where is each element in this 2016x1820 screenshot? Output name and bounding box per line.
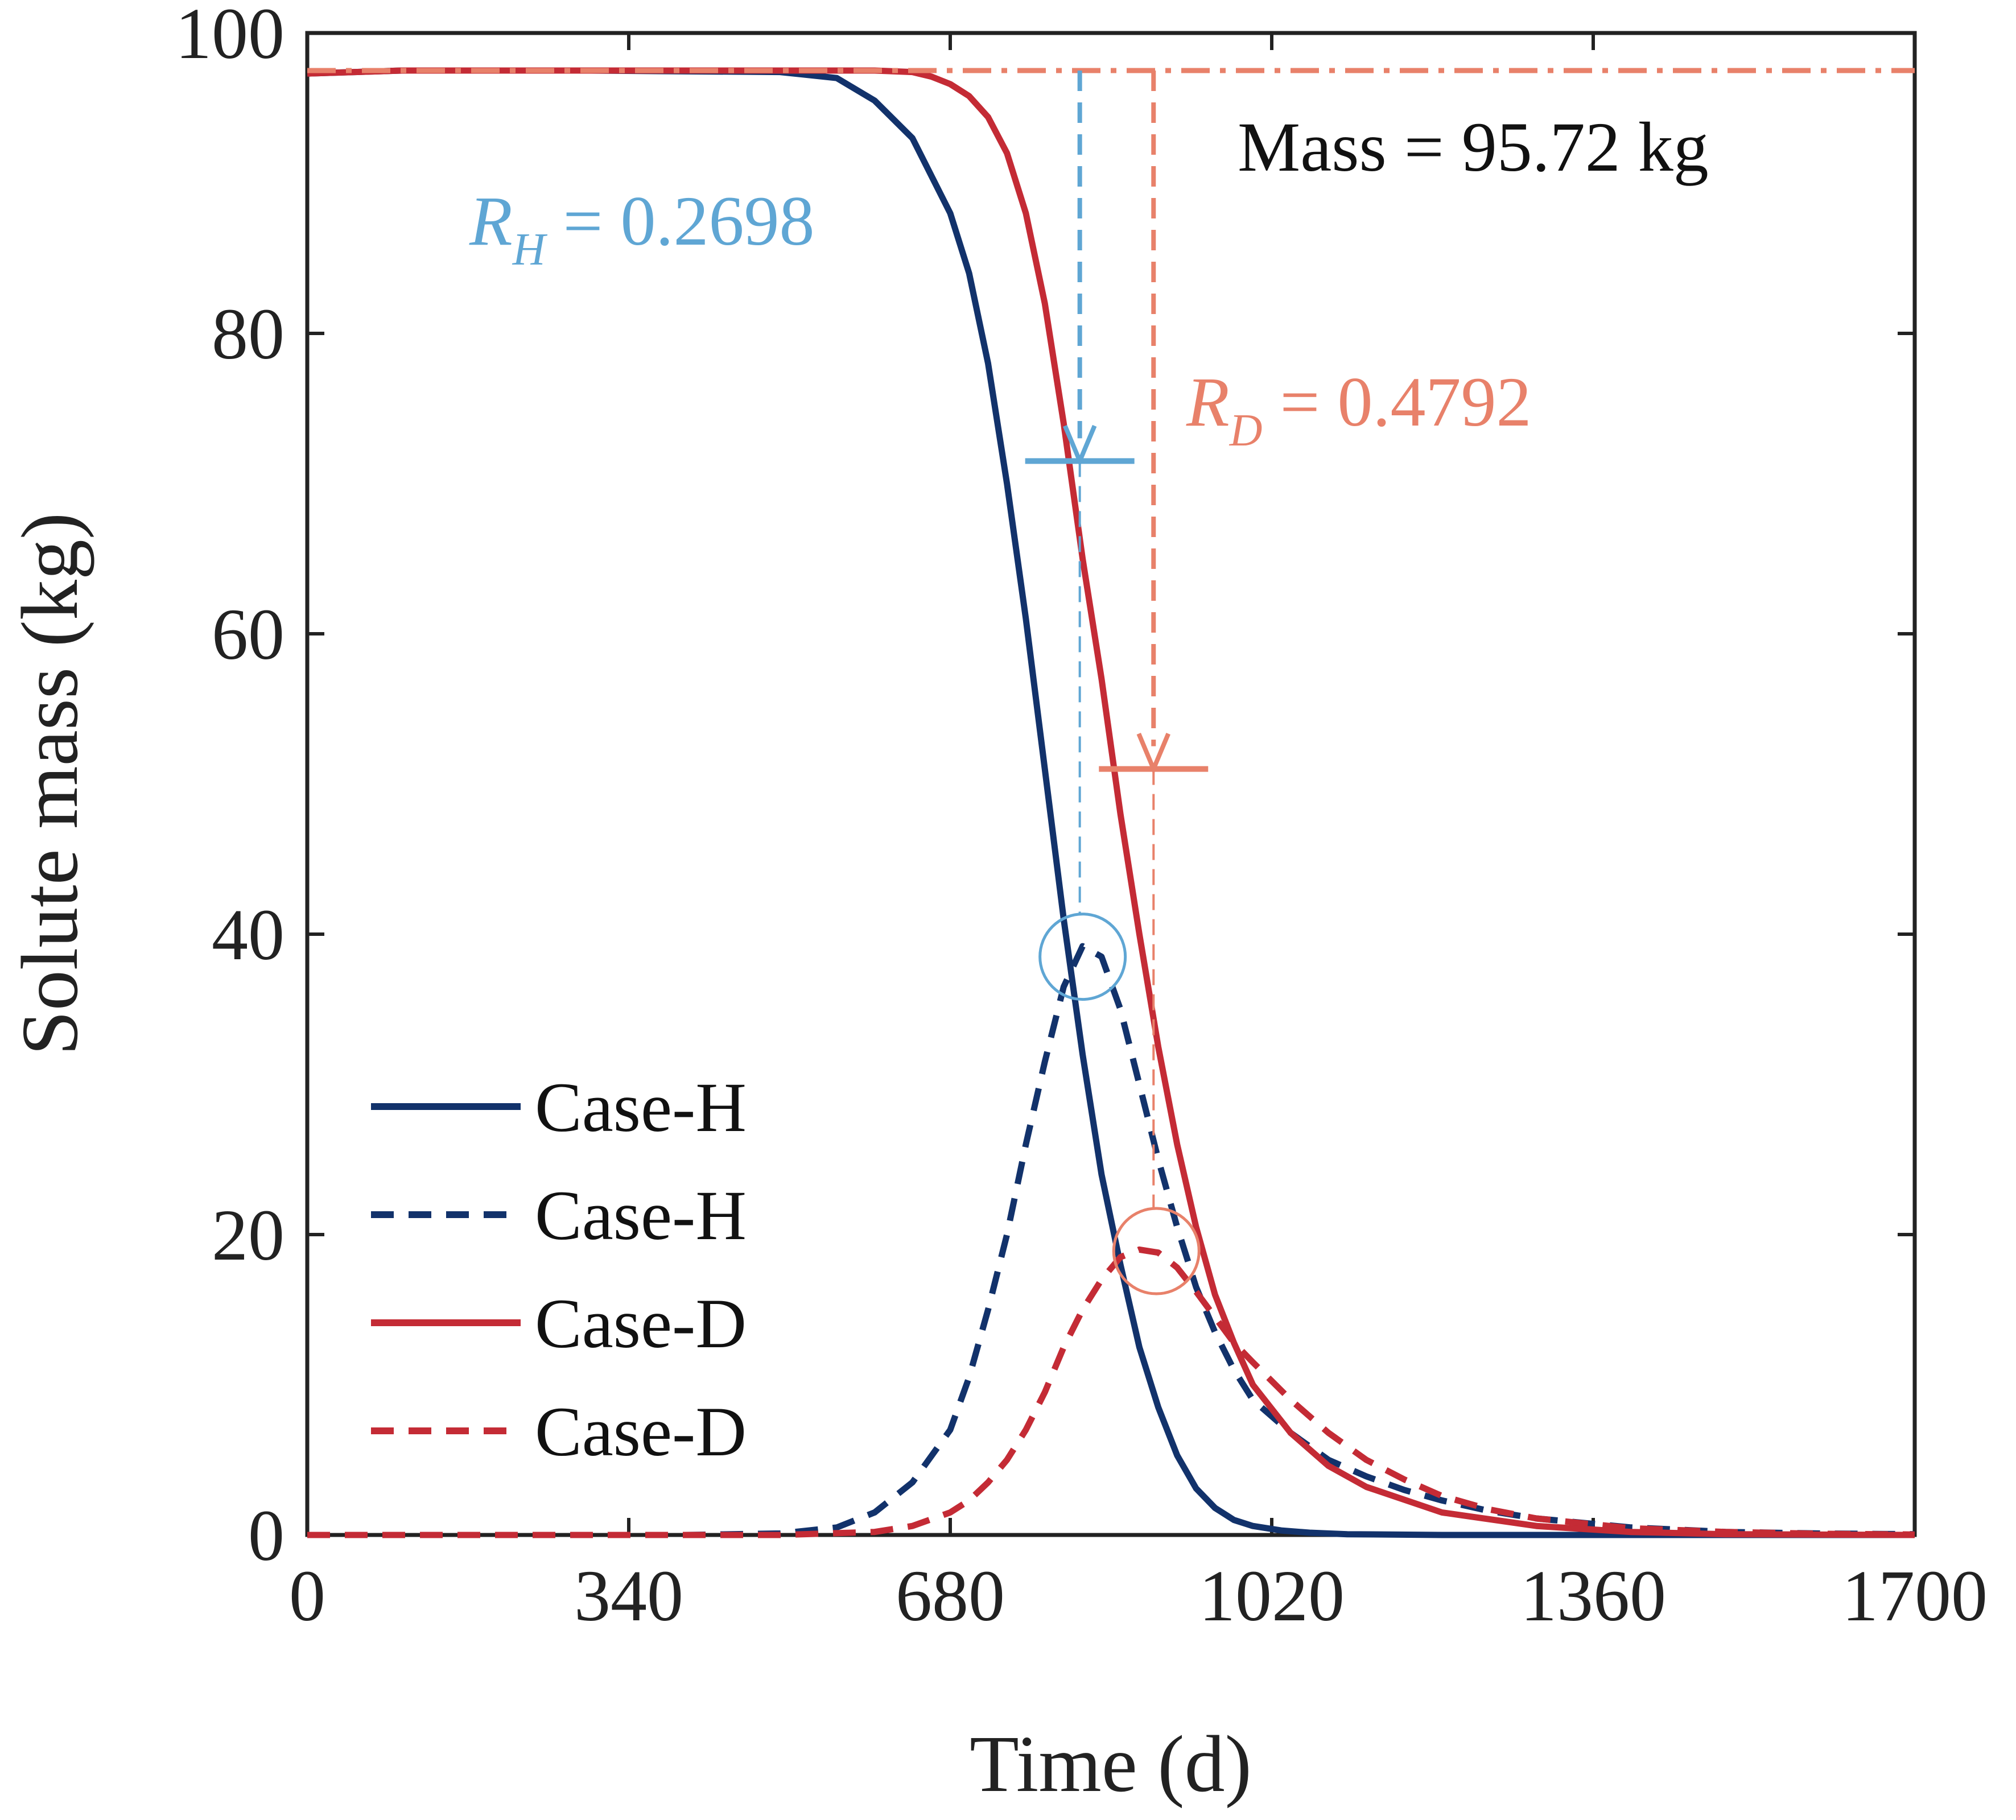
y-tick-label: 20	[212, 1195, 285, 1276]
x-tick-label: 1020	[1199, 1555, 1345, 1636]
legend-label-case-h-solid: Case-H	[535, 1068, 747, 1146]
x-tick-label: 1360	[1520, 1555, 1666, 1636]
rd-label-value: = 0.4792	[1263, 363, 1532, 441]
plot-frame	[305, 31, 1917, 1537]
y-tick-label: 80	[212, 294, 285, 374]
legend-label-case-d-solid: Case-D	[535, 1285, 747, 1363]
x-axis-title: Time (d)	[970, 1719, 1252, 1809]
rd-arrowhead	[1136, 733, 1170, 775]
x-tick-label: 680	[896, 1555, 1005, 1636]
mass-annotation: Mass = 95.72 kg	[1238, 108, 1709, 186]
y-tick-labels: 0 20 40 60 80 100	[175, 0, 285, 1576]
annotations	[307, 68, 1915, 1295]
x-tick-labels: 0 340 680 1020 1360 1700	[289, 1555, 1988, 1636]
rh-label-sub: H	[512, 225, 548, 275]
rh-label-main: R	[469, 182, 513, 260]
rh-label-value: = 0.2698	[546, 182, 815, 260]
rh-annotation: RH = 0.2698	[469, 182, 814, 275]
y-tick-label: 0	[248, 1495, 285, 1576]
y-tick-label: 40	[212, 894, 285, 975]
x-tick-label: 1700	[1842, 1555, 1988, 1636]
legend-label-case-d-dashed: Case-D	[535, 1393, 747, 1471]
case-h-solid-line	[307, 67, 1915, 1538]
legend-label-case-h-dashed: Case-H	[535, 1177, 747, 1254]
y-tick-label: 100	[175, 0, 285, 74]
legend: Case-H Case-H Case-D Case-D	[371, 1068, 747, 1471]
rd-peak-circle	[1112, 1207, 1201, 1295]
rd-label-main: R	[1186, 363, 1230, 441]
rd-annotation: RD = 0.4792	[1186, 363, 1531, 456]
y-tick-label: 60	[212, 594, 285, 675]
rh-peak-circle	[1038, 913, 1127, 1001]
rd-label-sub: D	[1229, 406, 1263, 456]
y-axis-title: Solute mass (kg)	[5, 513, 94, 1055]
x-tick-label: 340	[574, 1555, 683, 1636]
x-tick-label: 0	[289, 1555, 325, 1636]
